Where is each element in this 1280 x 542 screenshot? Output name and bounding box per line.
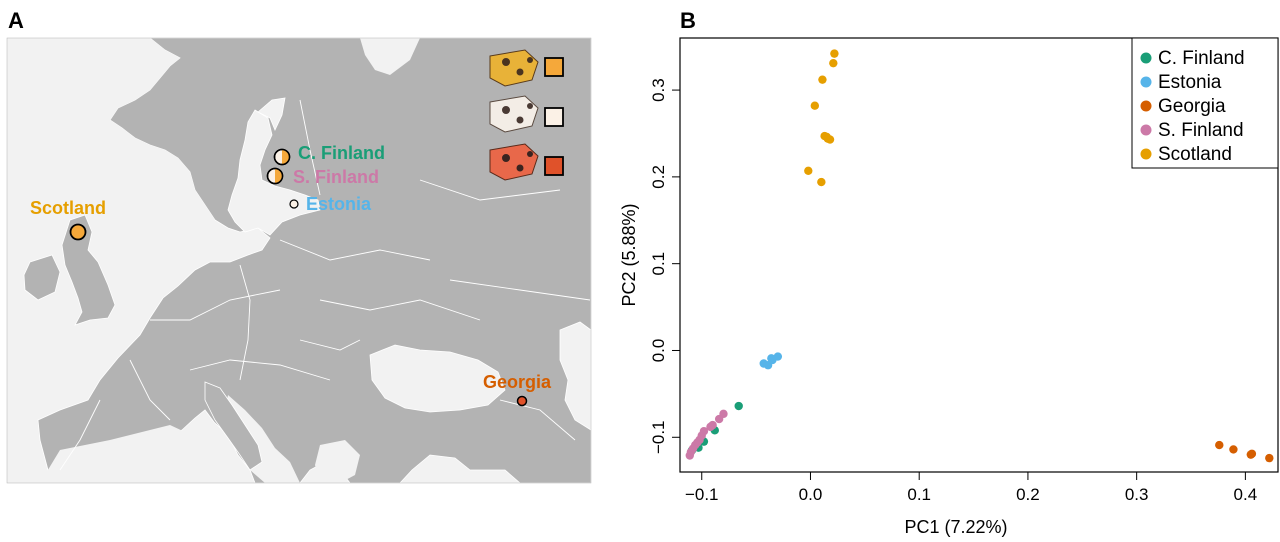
morph-key (489, 49, 564, 181)
site-marker-s-finland (266, 167, 284, 185)
black-sea (369, 344, 506, 413)
point-scotland (823, 134, 833, 143)
wing-white-morph (489, 95, 539, 133)
north-sea (7, 38, 215, 310)
swatch-orange-morph (544, 57, 564, 77)
country-borders (59, 99, 591, 471)
x-axis: −0.1 0.0 0.1 0.2 0.3 0.4 (685, 471, 1258, 504)
site-label-estonia: Estonia (306, 194, 372, 214)
land-ireland (23, 254, 61, 301)
y-axis-label: PC2 (5.88%) (620, 203, 639, 306)
site-label-georgia: Georgia (483, 372, 552, 392)
scatter-points (685, 49, 1274, 463)
wing-orange-morph (489, 49, 539, 87)
x-axis-label: PC1 (7.22%) (904, 517, 1007, 537)
legend: C. Finland Estonia Georgia S. Finland Scotla… (1131, 37, 1279, 169)
legend-marker (1140, 124, 1152, 136)
aegean-sea (315, 440, 360, 483)
map-panel: A (0, 0, 620, 542)
y-tick-label: −0.1 (649, 420, 668, 454)
legend-label: S. Finland (1158, 120, 1244, 141)
y-tick-label: 0.0 (649, 339, 668, 363)
swatch-white-morph (544, 107, 564, 127)
site-marker-scotland (69, 223, 87, 241)
point-s-finland (706, 422, 715, 432)
legend-label: Scotland (1158, 144, 1232, 165)
x-tick-label: 0.3 (1125, 485, 1149, 504)
point-estonia (773, 352, 783, 361)
legend-box (1131, 37, 1279, 169)
site-marker-c-finland (273, 148, 291, 166)
pca-panel: B −0.1 0.0 0.1 0.2 0.3 0.4 −0.1 0.0 0.1 0.2 0.3 P… (620, 0, 1280, 542)
legend-marker (1140, 148, 1152, 160)
y-axis: −0.1 0.0 0.1 0.2 0.3 (649, 78, 680, 454)
panel-b-letter: B (680, 8, 696, 33)
swatch-red-morph (544, 156, 564, 176)
legend-marker (1140, 100, 1152, 112)
panel-a-letter: A (8, 8, 24, 33)
x-tick-label: 0.2 (1016, 485, 1040, 504)
legend-label: C. Finland (1158, 48, 1245, 69)
land-great-britain (61, 214, 116, 326)
legend-marker (1140, 76, 1152, 88)
y-tick-label: 0.1 (649, 252, 668, 276)
site-marker-estonia (289, 199, 299, 209)
point-c-finland (734, 401, 743, 411)
map-frame (6, 37, 592, 484)
point-scotland (810, 101, 820, 110)
adriatic-ionian (225, 395, 300, 483)
italy-peninsula (204, 381, 263, 471)
point-estonia (767, 354, 776, 363)
point-georgia (1247, 449, 1257, 458)
point-s-finland (685, 451, 694, 460)
point-scotland (804, 166, 813, 176)
point-scotland (830, 49, 839, 58)
x-tick-label: 0.0 (799, 485, 823, 504)
point-scotland (817, 177, 826, 187)
point-georgia (1229, 445, 1238, 454)
pca-scatter-chart: −0.1 0.0 0.1 0.2 0.3 0.4 −0.1 0.0 0.1 0.2 0.3 PC1… (620, 37, 1279, 537)
site-label-s-finland: S. Finland (293, 167, 379, 187)
x-tick-label: 0.1 (907, 485, 931, 504)
site-label-c-finland: C. Finland (298, 143, 385, 163)
white-sea (360, 38, 420, 75)
point-georgia (1265, 453, 1274, 463)
site-marker-georgia (516, 395, 528, 407)
point-s-finland (714, 414, 724, 424)
wing-red-morph (489, 143, 539, 181)
legend-label: Georgia (1158, 96, 1226, 117)
mediterranean-sea (40, 425, 232, 483)
y-tick-label: 0.2 (649, 165, 668, 189)
point-scotland (829, 58, 838, 68)
legend-marker (1140, 52, 1152, 64)
site-label-scotland: Scotland (30, 198, 106, 218)
caspian-sea (559, 321, 591, 431)
point-georgia (1215, 440, 1224, 450)
x-tick-label: −0.1 (685, 485, 719, 504)
point-scotland (818, 75, 827, 84)
x-tick-label: 0.4 (1234, 485, 1258, 504)
gulf-of-bothnia (257, 97, 286, 131)
legend-label: Estonia (1158, 72, 1222, 93)
land-masses (7, 38, 591, 483)
europe-map: Scotland C. Finland S. Finland Estonia G… (6, 37, 592, 484)
y-tick-label: 0.3 (649, 78, 668, 102)
